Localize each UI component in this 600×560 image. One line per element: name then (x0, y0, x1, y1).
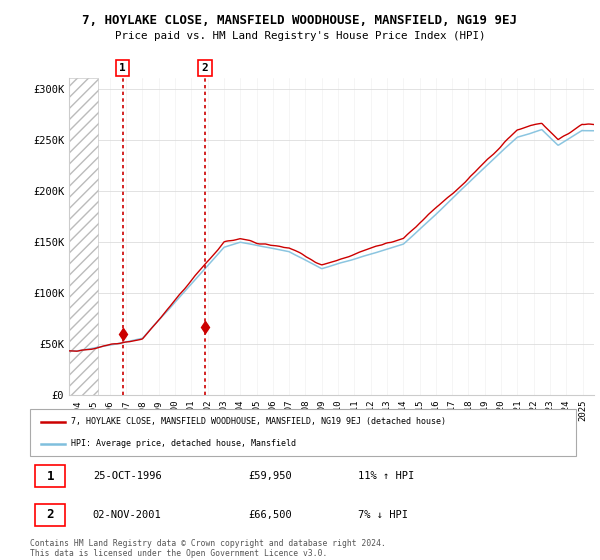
FancyBboxPatch shape (35, 465, 65, 487)
Text: 1: 1 (47, 470, 54, 483)
Text: 2: 2 (47, 508, 54, 521)
Text: 11% ↑ HPI: 11% ↑ HPI (358, 472, 414, 482)
FancyBboxPatch shape (35, 504, 65, 526)
Text: 7% ↓ HPI: 7% ↓ HPI (358, 510, 407, 520)
Text: 1: 1 (119, 63, 126, 73)
Text: Price paid vs. HM Land Registry's House Price Index (HPI): Price paid vs. HM Land Registry's House … (115, 31, 485, 41)
Text: 7, HOYLAKE CLOSE, MANSFIELD WOODHOUSE, MANSFIELD, NG19 9EJ (detached house): 7, HOYLAKE CLOSE, MANSFIELD WOODHOUSE, M… (71, 417, 446, 426)
Text: £66,500: £66,500 (248, 510, 292, 520)
FancyBboxPatch shape (30, 409, 576, 456)
Text: Contains HM Land Registry data © Crown copyright and database right 2024.
This d: Contains HM Land Registry data © Crown c… (30, 539, 386, 558)
Text: 7, HOYLAKE CLOSE, MANSFIELD WOODHOUSE, MANSFIELD, NG19 9EJ: 7, HOYLAKE CLOSE, MANSFIELD WOODHOUSE, M… (83, 14, 517, 27)
Text: 25-OCT-1996: 25-OCT-1996 (93, 472, 161, 482)
Text: 2: 2 (202, 63, 208, 73)
Text: £59,950: £59,950 (248, 472, 292, 482)
Text: 02-NOV-2001: 02-NOV-2001 (93, 510, 161, 520)
Text: HPI: Average price, detached house, Mansfield: HPI: Average price, detached house, Mans… (71, 439, 296, 448)
